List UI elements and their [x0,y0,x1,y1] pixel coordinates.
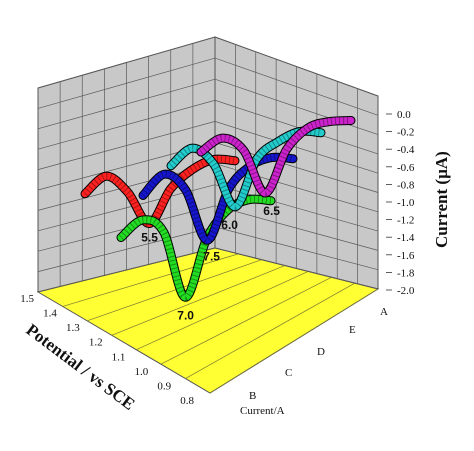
y-tick-label: -1.8 [397,267,415,279]
series-ribbon-texture [198,117,352,197]
series-label: 7.0 [177,308,194,322]
depth-axis-title: Current/A [240,405,285,417]
x-tick-label: 1.4 [43,308,57,320]
wall-grid-line [37,78,379,135]
wall-grid-line [37,36,379,97]
y-tick-label: -1.4 [397,232,415,244]
floor-grid-line [111,265,285,336]
floor-grid-line [160,276,332,365]
y-tick-label: -1.2 [397,215,414,227]
series-layer: 5.5 7.0 7.5 6.0 6.5 [80,116,356,322]
y-tick-label: -1.6 [397,250,415,262]
series-ribbon [139,153,297,244]
x-tick-label: 0.9 [157,380,171,392]
series-ribbon-texture [118,195,272,301]
wall-grid-line [37,247,379,293]
depth-tick-label: D [317,346,325,358]
x-tick-label: 0.8 [180,395,194,407]
y-tick-label: -2.0 [397,285,415,297]
floor-grid-line [62,253,239,307]
floor-grid-line [185,282,355,379]
y-tick-label: -0.6 [397,162,415,174]
depth-tick-label: E [349,324,356,336]
x-tick-label: 1.5 [20,293,34,305]
depth-tick-label: B [249,390,256,402]
y-tick-label: -0.4 [397,144,415,156]
wall-grid-line [37,57,379,116]
y-tick-label: -1.0 [397,197,415,209]
y-tick-label: -0.8 [397,179,415,191]
wall-grid-line [37,205,379,252]
x-tick-label: 1.3 [66,322,80,334]
y-tick-label: -0.2 [397,127,414,139]
wall-grid-line [37,121,379,174]
x-tick-label: 1.0 [135,366,149,378]
series-ribbon [117,195,275,301]
y-axis-title: Current (µA) [432,151,451,248]
x-tick-label: 1.1 [112,351,126,363]
wall-grid-line [37,184,379,232]
axis-labels: 1.5 1.4 1.3 1.2 1.1 1.0 0.9 0.8 0.0 -0.2 -0.4 -0.6 -… [20,109,415,407]
x-tick-label: 1.2 [89,337,103,349]
floor-grid-line [136,271,309,351]
y-tick-label: 0.0 [397,109,411,121]
floor-grid-line [209,288,379,394]
series-ribbon-texture [82,155,236,228]
series-ribbon-texture [140,153,294,244]
series-label: 6.5 [263,204,280,218]
floor-grid-line [87,259,262,322]
series-label: 7.5 [203,249,220,263]
depth-tick-label: A [380,306,388,318]
depth-tick-label: C [285,367,292,379]
series-label: 5.5 [141,231,158,245]
series-ribbon [197,117,355,197]
series-label: 6.0 [221,218,238,232]
